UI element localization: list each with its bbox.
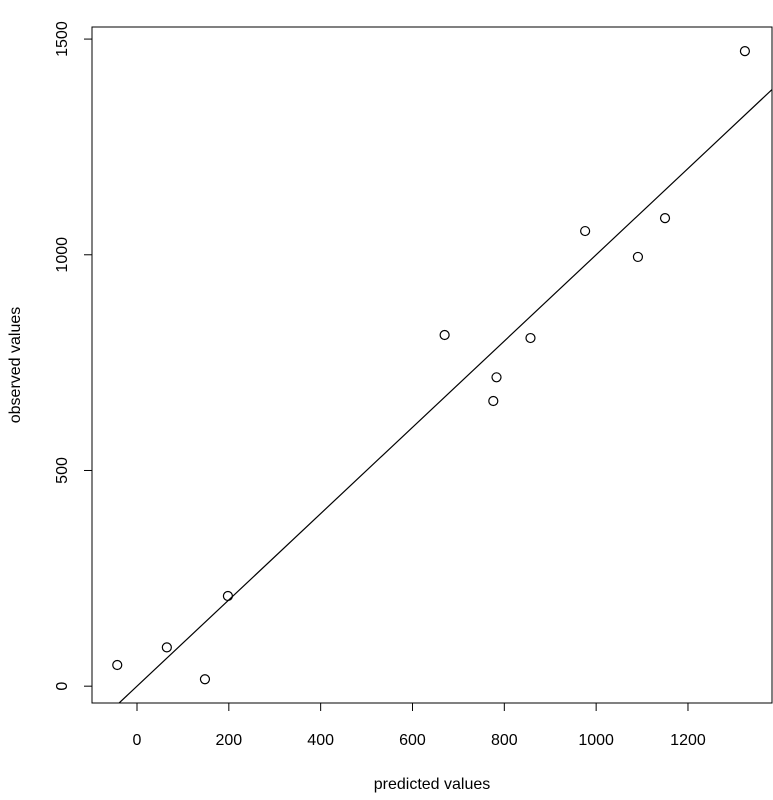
x-tick-label: 600 xyxy=(399,732,426,749)
plot-frame xyxy=(91,26,773,704)
point xyxy=(112,659,123,671)
point xyxy=(632,251,644,263)
point xyxy=(525,332,536,344)
y-tick-label: 1000 xyxy=(54,237,71,273)
x-axis-label: predicted values xyxy=(374,776,491,793)
y-tick-label: 0 xyxy=(54,682,71,691)
point xyxy=(739,46,751,57)
point xyxy=(439,329,450,341)
x-tick-label: 800 xyxy=(491,732,518,749)
point xyxy=(491,372,502,383)
point xyxy=(222,590,234,602)
y-axis-label: observed values xyxy=(7,307,24,424)
point xyxy=(488,395,499,407)
point xyxy=(659,213,671,224)
x-tick-label: 200 xyxy=(215,732,242,749)
x-tick-label: 400 xyxy=(307,732,334,749)
y-tick-label: 500 xyxy=(54,457,71,484)
x-tick-label: 1000 xyxy=(578,732,614,749)
point xyxy=(161,642,172,653)
point xyxy=(580,225,591,237)
point xyxy=(199,674,211,685)
reference-line xyxy=(118,89,772,703)
x-tick-label: 1200 xyxy=(670,732,706,749)
y-tick-label: 1500 xyxy=(54,21,71,57)
x-tick-label: 0 xyxy=(133,732,142,749)
